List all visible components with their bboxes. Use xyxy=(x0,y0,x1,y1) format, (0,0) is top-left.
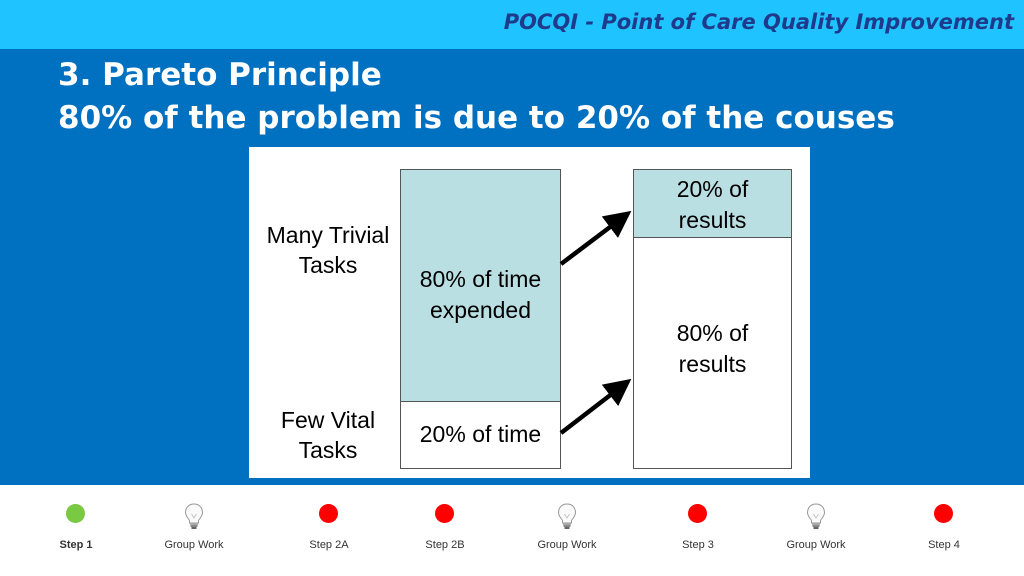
step-label: Step 1 xyxy=(59,539,93,551)
results-upper-line: results xyxy=(678,207,747,233)
lightbulb-icon xyxy=(806,503,826,529)
nav-step-3[interactable]: Step 3 xyxy=(638,485,758,576)
time-upper-line: 80% of time xyxy=(419,266,542,292)
lightbulb-icon xyxy=(557,503,577,529)
label-few-vital-tasks: Few Vital Tasks xyxy=(255,405,401,465)
step-label: Group Work xyxy=(537,539,597,551)
step-label: Step 2B xyxy=(425,539,465,551)
step-label: Step 4 xyxy=(928,539,960,551)
red-dot-icon xyxy=(319,504,338,523)
banner-title: POCQI - Point of Care Quality Improvemen… xyxy=(503,10,1014,34)
nav-group-work-3[interactable]: Group Work xyxy=(756,485,876,576)
slide-title: 3. Pareto Principle xyxy=(58,57,382,93)
top-banner: POCQI - Point of Care Quality Improvemen… xyxy=(0,0,1024,49)
slide-subtitle: 80% of the problem is due to 20% of the … xyxy=(58,100,895,136)
time-bar-lower: 20% of time xyxy=(400,401,561,469)
nav-step-2a[interactable]: Step 2A xyxy=(269,485,389,576)
nav-step-4[interactable]: Step 4 xyxy=(884,485,1004,576)
label-many-trivial-tasks: Many Trivial Tasks xyxy=(255,220,401,280)
red-dot-icon xyxy=(934,504,953,523)
step-label: Step 2A xyxy=(309,539,349,551)
step-label: Step 3 xyxy=(682,539,714,551)
label-line: Tasks xyxy=(298,437,358,463)
results-bar-upper: 20% of results xyxy=(633,169,792,238)
green-dot-icon xyxy=(66,504,85,523)
label-line: Tasks xyxy=(298,252,358,278)
lightbulb-icon xyxy=(184,503,204,529)
nav-group-work-1[interactable]: Group Work xyxy=(134,485,254,576)
time-bar-upper: 80% of time expended xyxy=(400,169,561,402)
nav-step-2b[interactable]: Step 2B xyxy=(385,485,505,576)
step-navigation: Step 1 Group Work Step 2A Step 2B Group … xyxy=(0,485,1024,576)
results-lower-line: 80% of xyxy=(676,320,749,346)
nav-step-1[interactable]: Step 1 xyxy=(16,485,136,576)
pareto-diagram: Many Trivial Tasks Few Vital Tasks 80% o… xyxy=(249,147,810,478)
red-dot-icon xyxy=(688,504,707,523)
results-upper-line: 20% of xyxy=(676,176,749,202)
red-dot-icon xyxy=(435,504,454,523)
slide-heading: 3. Pareto Principle 80% of the problem i… xyxy=(58,54,895,140)
arrows-layer xyxy=(559,210,632,435)
time-upper-line: expended xyxy=(429,297,532,323)
time-lower-text: 20% of time xyxy=(419,421,542,447)
arrow-upper-icon xyxy=(559,210,632,266)
arrow-lower-icon xyxy=(559,378,632,435)
nav-group-work-2[interactable]: Group Work xyxy=(507,485,627,576)
results-bar-lower: 80% of results xyxy=(633,237,792,469)
results-lower-line: results xyxy=(678,351,747,377)
step-label: Group Work xyxy=(164,539,224,551)
label-line: Many Trivial xyxy=(266,222,390,248)
label-line: Few Vital xyxy=(280,407,376,433)
step-label: Group Work xyxy=(786,539,846,551)
